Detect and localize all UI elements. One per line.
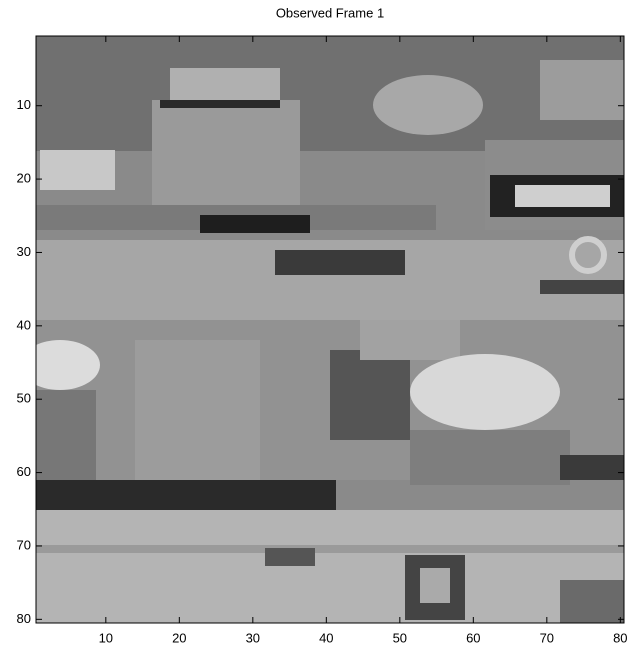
x-tick-label: 40 bbox=[319, 630, 333, 645]
y-tick-label: 40 bbox=[17, 317, 31, 332]
y-tick-label: 80 bbox=[17, 611, 31, 626]
page: Observed Frame 1 102030405 bbox=[0, 0, 634, 650]
x-tick-label: 30 bbox=[246, 630, 260, 645]
y-tick-label: 30 bbox=[17, 244, 31, 259]
x-tick-label: 50 bbox=[393, 630, 407, 645]
y-tick-label: 70 bbox=[17, 537, 31, 552]
y-tick-label: 50 bbox=[17, 391, 31, 406]
chart: Observed Frame 1 102030405 bbox=[0, 0, 634, 650]
image bbox=[20, 36, 624, 623]
y-tick-label: 20 bbox=[17, 171, 31, 186]
x-tick-label: 20 bbox=[172, 630, 186, 645]
x-tick-label: 60 bbox=[466, 630, 480, 645]
chart-title: Observed Frame 1 bbox=[276, 5, 384, 20]
x-tick-label: 70 bbox=[540, 630, 554, 645]
y-tick-label: 10 bbox=[17, 97, 31, 112]
x-tick-label: 80 bbox=[613, 630, 627, 645]
x-tick-label: 10 bbox=[99, 630, 113, 645]
y-tick-label: 60 bbox=[17, 464, 31, 479]
